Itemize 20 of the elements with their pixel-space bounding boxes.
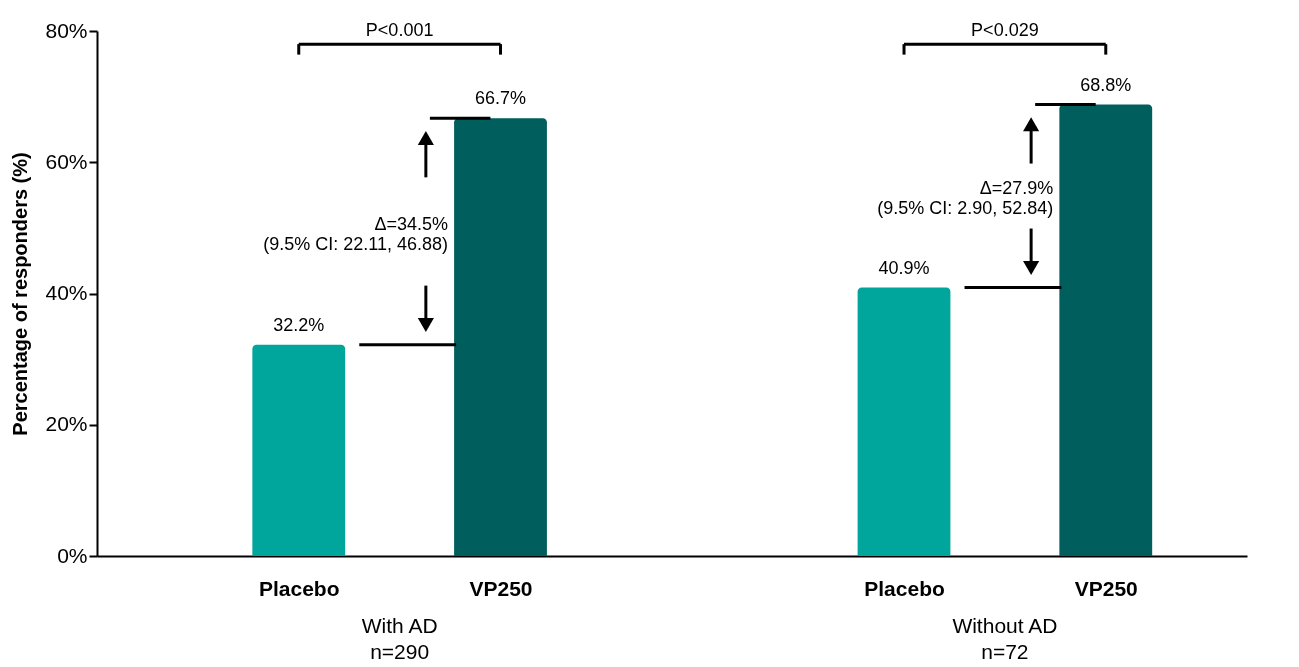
annotation: Δ=34.5% (9.5% CI: 22.11, 46.88): [263, 213, 449, 254]
x-tick-label: Placebo: [258, 576, 340, 600]
y-tick-label: 60%: [45, 149, 88, 173]
x-tick-label: Placebo: [864, 576, 945, 600]
x-tick-label: VP250: [469, 576, 533, 600]
y-tick-label: 0%: [57, 543, 88, 567]
y-tick-label: 20%: [45, 412, 88, 436]
annotation: Δ=27.9% (9.5% CI: 2.90, 52.84): [877, 178, 1054, 219]
y-tick-label: 40%: [45, 281, 88, 304]
data-label: 40.9%: [878, 257, 930, 278]
text: Without AD n=72: [952, 614, 1058, 663]
annotation: P<0.029: [971, 20, 1039, 41]
data-label: 66.7%: [474, 88, 527, 109]
text: With AD n=290: [361, 614, 438, 663]
data-label: 68.8%: [1080, 74, 1132, 95]
y-tick-label: 80%: [45, 18, 88, 42]
data-label: 32.2%: [273, 314, 325, 335]
x-tick-label: VP250: [1074, 576, 1138, 600]
y-axis-title: Percentage of responders (%): [9, 152, 32, 436]
annotation: P<0.001: [365, 20, 434, 41]
